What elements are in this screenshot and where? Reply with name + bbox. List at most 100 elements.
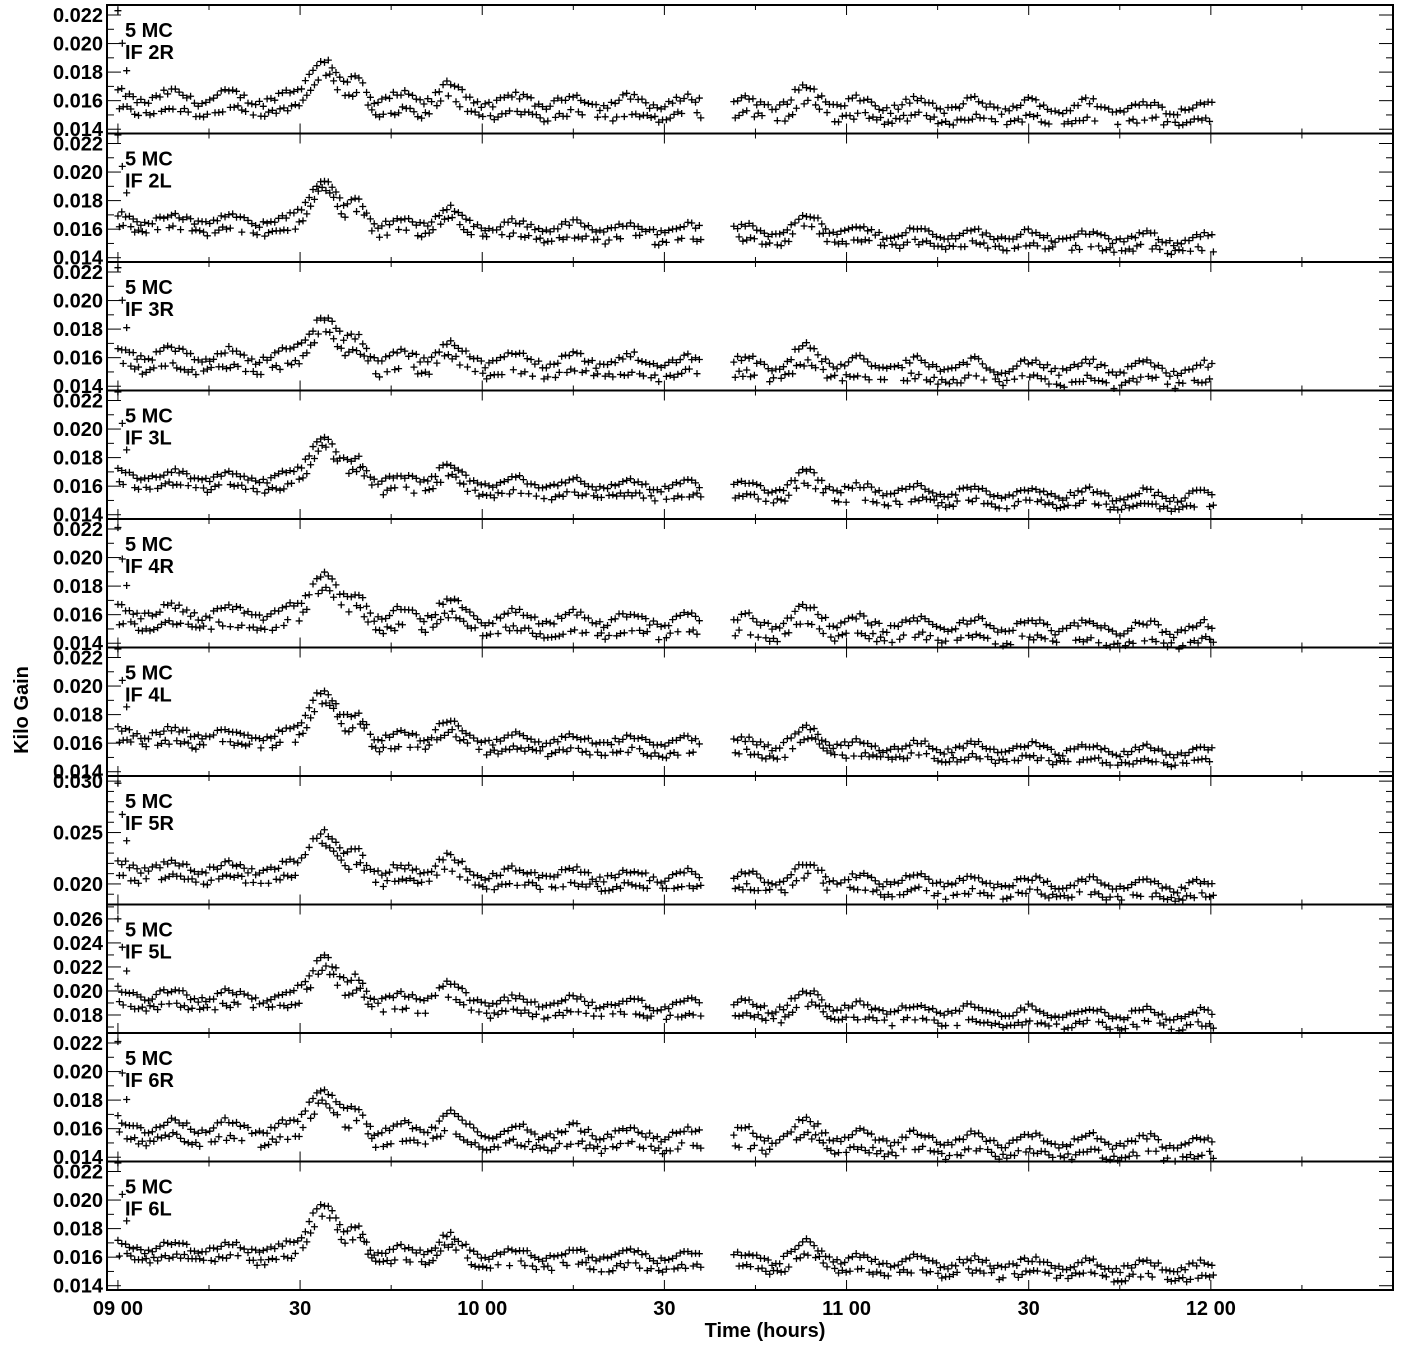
data-point xyxy=(898,618,906,626)
data-point xyxy=(594,883,602,891)
data-point xyxy=(481,622,489,630)
data-point xyxy=(486,748,494,756)
data-point xyxy=(148,863,156,871)
data-point xyxy=(1166,497,1174,505)
data-point xyxy=(1066,234,1074,242)
data-point xyxy=(592,878,600,886)
data-point xyxy=(1148,114,1156,122)
data-point xyxy=(586,1141,594,1149)
data-point xyxy=(509,1135,517,1143)
data-point xyxy=(378,1129,386,1137)
data-point xyxy=(1160,895,1168,903)
data-point xyxy=(605,887,613,895)
data-point xyxy=(831,371,839,379)
data-point xyxy=(1154,745,1162,753)
data-point xyxy=(142,1007,150,1015)
data-point xyxy=(221,86,229,94)
data-point xyxy=(567,365,575,373)
data-point xyxy=(1005,883,1013,891)
data-point xyxy=(135,111,143,119)
data-point xyxy=(347,330,355,338)
data-point xyxy=(597,1149,605,1157)
data-point xyxy=(1014,243,1022,251)
data-point xyxy=(911,495,919,503)
data-point xyxy=(506,490,514,498)
data-point xyxy=(676,611,684,619)
data-point xyxy=(949,121,957,129)
data-point xyxy=(1055,371,1063,379)
data-point xyxy=(1131,359,1139,367)
data-point xyxy=(539,871,547,879)
data-point xyxy=(483,751,491,759)
data-point xyxy=(114,1038,122,1046)
data-point xyxy=(307,341,315,349)
data-point xyxy=(517,1009,525,1017)
data-point xyxy=(926,632,934,640)
data-point xyxy=(317,58,325,66)
data-point xyxy=(563,369,571,377)
data-points xyxy=(114,131,1217,258)
data-point xyxy=(1116,1014,1124,1022)
data-point xyxy=(642,615,650,623)
data-point xyxy=(646,104,654,112)
data-point xyxy=(351,335,359,343)
data-point xyxy=(305,704,313,712)
data-point xyxy=(1152,1147,1160,1155)
data-point xyxy=(332,700,340,708)
data-point xyxy=(845,358,853,366)
data-point xyxy=(248,355,256,363)
data-point xyxy=(161,480,169,488)
data-point xyxy=(523,612,531,620)
data-point xyxy=(1186,1021,1194,1029)
data-point xyxy=(405,90,413,98)
data-point xyxy=(925,1132,933,1140)
data-point xyxy=(517,370,525,378)
data-point xyxy=(206,220,214,228)
data-point xyxy=(1147,359,1155,367)
data-point xyxy=(785,629,793,637)
data-point xyxy=(447,81,455,89)
data-point xyxy=(370,995,378,1003)
data-point xyxy=(525,108,533,116)
data-point xyxy=(485,98,493,106)
data-point xyxy=(544,752,552,760)
data-point xyxy=(753,101,761,109)
data-point xyxy=(345,348,353,356)
data-point xyxy=(860,223,868,231)
data-point xyxy=(1131,878,1139,886)
data-point xyxy=(814,214,822,222)
data-point xyxy=(1162,494,1170,502)
data-point xyxy=(754,495,762,503)
data-point xyxy=(838,1015,846,1023)
panel-label-line2: IF 3L xyxy=(125,428,172,450)
data-point xyxy=(791,865,799,873)
data-point xyxy=(634,1128,642,1136)
data-point xyxy=(123,1096,131,1104)
data-point xyxy=(666,114,674,122)
data-point xyxy=(1144,757,1152,765)
data-point xyxy=(114,1236,122,1244)
data-point xyxy=(995,504,1003,512)
data-point xyxy=(428,353,436,361)
data-point xyxy=(343,848,351,856)
data-point xyxy=(1170,1016,1178,1024)
data-point xyxy=(131,365,139,373)
data-point xyxy=(146,111,154,119)
data-point xyxy=(512,995,520,1003)
data-point xyxy=(275,470,283,478)
data-point xyxy=(535,874,543,882)
data-point xyxy=(206,614,214,622)
data-point xyxy=(129,861,137,869)
data-point xyxy=(157,482,165,490)
data-point xyxy=(588,619,596,627)
data-point xyxy=(401,865,409,873)
data-point xyxy=(190,995,198,1003)
data-point xyxy=(693,370,701,378)
data-point xyxy=(638,1130,646,1138)
data-point xyxy=(294,340,302,348)
data-point xyxy=(1040,1137,1048,1145)
data-point xyxy=(259,616,267,624)
data-point xyxy=(574,1008,582,1016)
data-point xyxy=(397,216,405,224)
